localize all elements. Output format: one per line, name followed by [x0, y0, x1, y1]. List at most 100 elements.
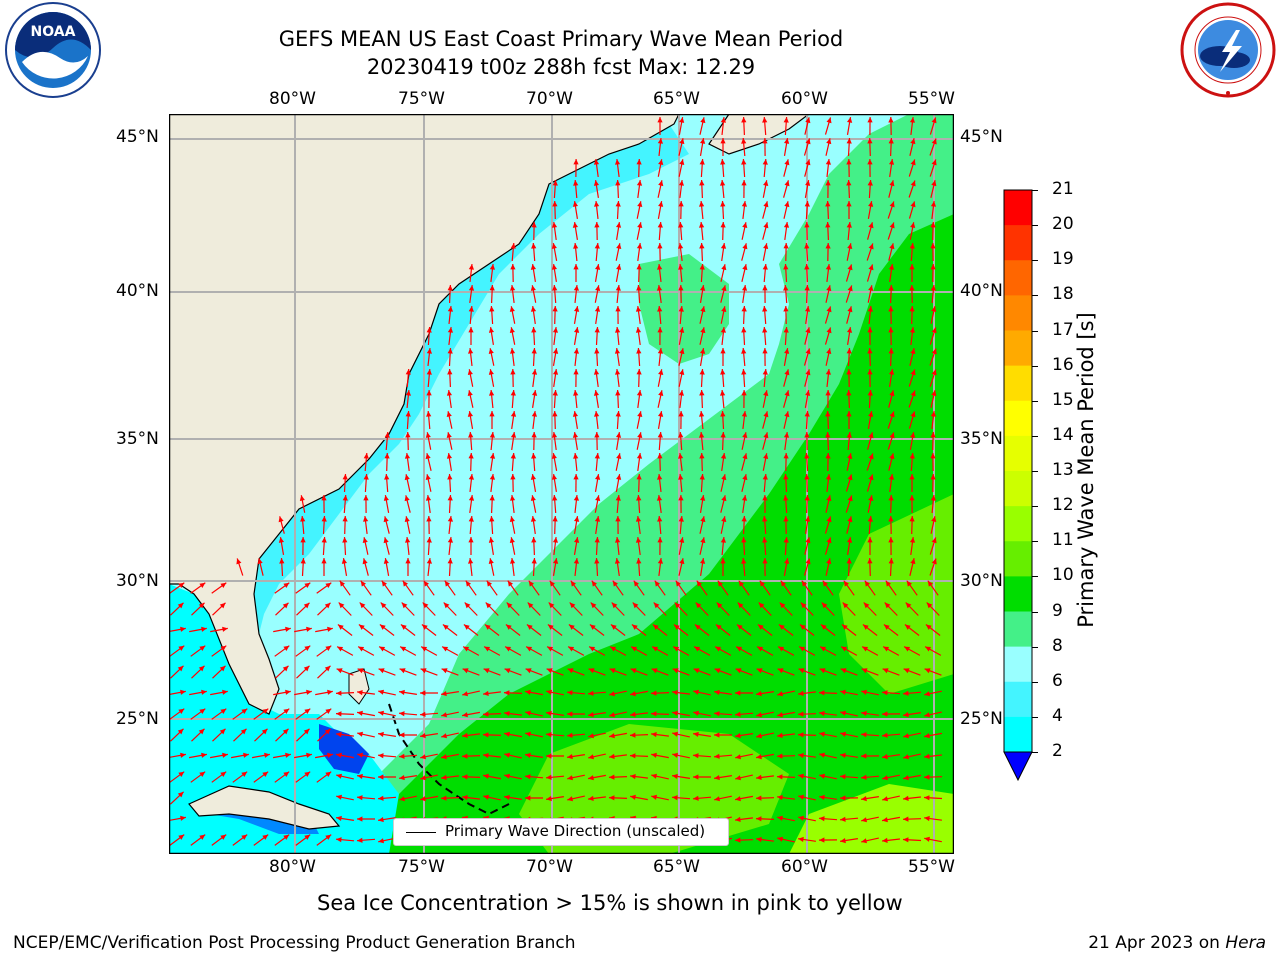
wave-direction-arrow-head — [672, 773, 678, 779]
wave-direction-arrow-head — [762, 558, 768, 564]
wave-direction-arrow-head — [889, 411, 895, 418]
wave-direction-arrow-head — [573, 558, 579, 564]
colorbar-segment — [1004, 365, 1032, 402]
wave-direction-arrow-head — [504, 731, 510, 737]
wave-direction-arrow-head — [861, 753, 867, 759]
wave-direction-arrow-head — [909, 453, 915, 459]
wave-direction-arrow-head — [336, 668, 343, 674]
wave-direction-arrow-head — [531, 558, 537, 564]
wave-direction-arrow-head — [405, 432, 411, 438]
wave-direction-arrow-head — [609, 712, 615, 718]
wave-direction-arrow-head — [198, 728, 205, 735]
wave-direction-arrow-head — [573, 474, 579, 480]
wave-direction-arrow-head — [756, 774, 762, 780]
wave-direction-arrow-head — [805, 327, 811, 334]
wave-direction-arrow-head — [300, 558, 306, 564]
wave-direction-arrow-head — [700, 327, 706, 334]
wave-direction-arrow-head — [737, 602, 744, 609]
colorbar-segment — [1004, 330, 1032, 367]
wave-direction-arrow-head — [735, 754, 741, 760]
wave-direction-arrow-head — [799, 646, 806, 652]
wave-direction-arrow-head — [762, 306, 768, 312]
wave-direction-arrow-head — [399, 689, 405, 695]
wave-direction-arrow-head — [847, 306, 853, 313]
wave-direction-arrow-head — [720, 411, 726, 417]
wave-direction-arrow-head — [882, 817, 888, 823]
wave-direction-arrow-head — [714, 796, 720, 802]
wave-direction-arrow-head — [741, 495, 748, 501]
wave-direction-arrow-head — [861, 817, 867, 823]
lat-label-left-25n: 25°N — [116, 709, 159, 729]
plot-title-line2: 20230419 t00z 288h fcst Max: 12.29 — [366, 55, 756, 79]
wave-direction-arrow-head — [405, 411, 411, 417]
wave-direction-arrow-head — [636, 348, 642, 354]
colorbar-tick-label: 18 — [1052, 284, 1074, 305]
wave-direction-arrow-head — [633, 580, 639, 587]
wave-direction-arrow-head — [380, 602, 387, 609]
wave-direction-arrow-head — [615, 411, 621, 417]
wave-direction-arrow-head — [924, 774, 930, 780]
colorbar-tick-mark — [1032, 716, 1038, 718]
wave-direction-arrow-head — [336, 794, 342, 800]
wave-direction-arrow-head — [721, 285, 727, 292]
wave-direction-arrow-head — [672, 731, 678, 737]
wave-direction-arrow-head — [399, 775, 405, 781]
wave-direction-arrow-head — [868, 453, 874, 460]
wave-direction-arrow-head — [679, 348, 685, 355]
wave-direction-arrow-head — [846, 432, 852, 438]
noaa-logo-text: NOAA — [31, 24, 76, 40]
colorbar-tick-mark — [1032, 752, 1038, 753]
wave-direction-arrow-head — [777, 691, 783, 697]
wave-direction-arrow-head — [651, 690, 657, 696]
wave-direction-arrow-head — [867, 516, 873, 522]
wave-direction-arrow-head — [615, 306, 621, 312]
wave-direction-arrow-head — [548, 602, 555, 609]
wave-direction-arrow-head — [399, 796, 405, 802]
colorbar-tick-mark — [1032, 190, 1038, 191]
lon-label-top-75w: 75°W — [398, 89, 445, 109]
wave-direction-arrow-head — [862, 624, 869, 630]
wave-direction-arrow-head — [636, 390, 643, 396]
wave-direction-arrow-head — [462, 774, 468, 780]
wave-direction-arrow-head — [867, 537, 873, 543]
wave-direction-arrow-head — [861, 668, 868, 674]
wave-direction-arrow-head — [303, 728, 310, 735]
wave-direction-arrow-head — [825, 201, 831, 207]
wave-direction-arrow-head — [362, 537, 368, 543]
wave-direction-arrow-head — [930, 222, 936, 228]
wave-direction-arrow-head — [636, 369, 642, 375]
wave-direction-arrow-head — [483, 690, 489, 696]
wave-direction-arrow-head — [504, 668, 511, 674]
wave-direction-arrow-head — [741, 348, 747, 354]
wave-direction-arrow-head — [282, 728, 289, 735]
wave-direction-arrow-head — [910, 558, 916, 565]
wave-direction-arrow-head — [925, 624, 932, 630]
wave-direction-arrow-head — [888, 558, 894, 564]
wave-direction-arrow-head — [846, 201, 852, 207]
wave-direction-arrow-head — [784, 138, 790, 144]
wave-direction-arrow-head — [243, 752, 249, 758]
wave-direction-arrow-head — [178, 834, 185, 840]
wave-direction-arrow-head — [468, 285, 475, 291]
wave-direction-arrow-head — [888, 537, 894, 543]
wave-direction-arrow-head — [805, 117, 811, 124]
wave-direction-arrow-head — [741, 306, 747, 312]
wave-direction-arrow-head — [888, 516, 894, 522]
wave-direction-arrow-head — [657, 243, 663, 249]
wave-direction-arrow-head — [636, 243, 643, 249]
wave-direction-arrow-head — [336, 815, 342, 821]
wave-direction-arrow-head — [615, 201, 621, 207]
wave-direction-arrow-head — [525, 795, 531, 801]
wave-direction-arrow-head — [530, 495, 536, 501]
wave-direction-arrow-head — [616, 453, 622, 459]
wave-direction-arrow-head — [931, 306, 937, 312]
wave-direction-arrow-head — [720, 138, 726, 144]
wave-direction-arrow-head — [484, 646, 491, 652]
wave-direction-arrow-head — [826, 537, 832, 544]
wave-direction-arrow-head — [201, 689, 207, 695]
wave-direction-arrow-head — [530, 306, 537, 312]
wave-direction-arrow-head — [615, 516, 621, 522]
wave-direction-arrow-head — [404, 453, 411, 459]
wave-direction-arrow-head — [798, 690, 804, 696]
wave-direction-arrow-head — [735, 733, 741, 739]
